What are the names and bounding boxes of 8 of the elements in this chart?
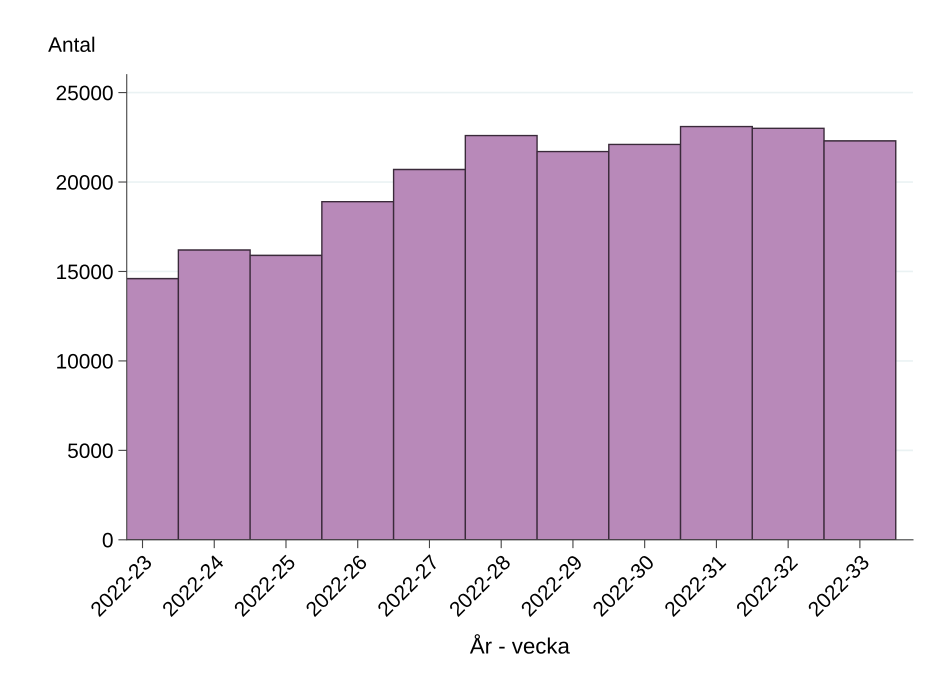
y-tick-label: 25000 [56,86,113,100]
y-tick-label: 10000 [57,354,113,369]
y-tick-label: 20000 [56,175,113,190]
y-tick-label: 15000 [57,264,113,280]
x-axis-title: År - vecka [470,634,570,654]
y-axis-title: Antal [48,36,94,52]
y-tick-label: 5000 [68,443,113,458]
y-tick-label: 0 [102,532,113,548]
